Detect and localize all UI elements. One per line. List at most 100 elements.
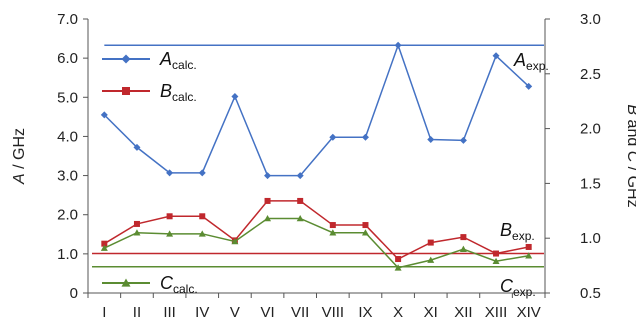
y-right-axis-title: B and C / GHz <box>624 104 636 207</box>
series-c-point <box>459 245 467 252</box>
annotation-sub-a: exp. <box>526 59 549 73</box>
series-a-calc <box>100 41 533 180</box>
x-tick-label: XIII <box>485 304 508 321</box>
series-a-point <box>361 133 369 141</box>
legend-swatch-marker-a <box>121 54 131 64</box>
left-tick-label: 6.0 <box>57 50 78 67</box>
series-a-point <box>492 52 500 60</box>
left-tick-label: 4.0 <box>57 128 78 145</box>
legend-label-sub-a: calc. <box>172 58 197 72</box>
series-c-point <box>133 229 141 236</box>
right-tick-label: 3.0 <box>580 11 601 28</box>
legend-label-sub-b: calc. <box>172 90 197 104</box>
x-tick-label: II <box>133 304 141 321</box>
series-b-point <box>133 220 140 227</box>
series-a-point <box>100 111 108 119</box>
y-right-label-var-1: B <box>624 104 636 115</box>
series-a-point <box>525 82 533 90</box>
series-c-point <box>427 256 435 263</box>
x-tick-label: V <box>230 304 240 321</box>
series-a-point <box>394 41 402 49</box>
legend-swatch-marker-c <box>121 278 131 287</box>
series-a-point <box>459 136 467 144</box>
series-c-point <box>361 229 369 236</box>
series-b-point <box>362 222 369 229</box>
x-tick-label: IX <box>358 304 372 321</box>
series-a-point <box>231 93 239 101</box>
series-b-point <box>493 250 500 257</box>
annotation-c-exp: Cexp. <box>500 276 536 299</box>
left-tick-label: 7.0 <box>57 11 78 28</box>
y-left-axis-title: A / GHz <box>11 128 28 185</box>
legend-label-c: Ccalc. <box>160 273 198 296</box>
right-tick-label: 1.5 <box>580 175 601 192</box>
series-c-point <box>394 264 402 271</box>
series-b-point <box>264 197 271 204</box>
annotation-main-b: B <box>500 220 512 240</box>
y-left-label-var: A <box>11 173 28 185</box>
legend-label-main-b: B <box>160 81 172 101</box>
series-b-line <box>103 200 529 260</box>
x-tick-label: X <box>393 304 403 321</box>
series-b-point <box>101 240 108 247</box>
series-c-point <box>264 214 272 222</box>
annotations: Aexp.Bexp.Cexp. <box>500 50 549 299</box>
legend-label-a: Acalc. <box>159 49 197 72</box>
x-tick-label: IV <box>195 304 209 321</box>
legend-label-main-a: A <box>159 49 172 69</box>
series-b-point <box>525 243 532 250</box>
legend-swatch-marker-b <box>122 87 130 95</box>
annotation-main-a: A <box>513 50 526 70</box>
series-b-point <box>395 256 402 263</box>
y-right-label-var-2: C <box>624 151 636 163</box>
legend-label-main-c: C <box>160 273 174 293</box>
axes: 0 1.0 2.0 3.0 4.0 5.0 6.0 7.0 0.5 1.0 1.5 2.0 2.5 3.0… <box>11 11 636 321</box>
series-a-point <box>427 136 435 144</box>
series-c-point <box>525 252 533 259</box>
annotation-sub-b: exp. <box>512 229 535 243</box>
series-b-point <box>427 239 434 246</box>
x-tick-label: VIII <box>322 304 345 321</box>
series-c-point <box>231 237 239 245</box>
left-tick-label: 2.0 <box>57 207 78 224</box>
legend: Acalc.Bcalc.Ccalc. <box>102 49 198 296</box>
legend-item-a: Acalc. <box>102 49 197 72</box>
series-c-point <box>329 229 337 236</box>
x-tick-label: XI <box>424 304 438 321</box>
series-c-line <box>104 217 529 269</box>
series-c-calc <box>100 214 533 271</box>
x-tick-label: XIV <box>517 304 541 321</box>
right-tick-label: 2.0 <box>580 121 601 138</box>
right-tick-label: 0.5 <box>580 285 601 302</box>
x-tick-label: VI <box>260 304 274 321</box>
series-c-point <box>296 214 304 222</box>
series-b-point <box>460 234 467 241</box>
left-tick-label: 5.0 <box>57 89 78 106</box>
series-a-point <box>166 169 174 177</box>
left-tick-label: 3.0 <box>57 168 78 185</box>
x-tick-label: XII <box>454 304 472 321</box>
series-a-point <box>133 143 141 151</box>
x-tick-label: VII <box>291 304 309 321</box>
legend-item-b: Bcalc. <box>102 81 197 104</box>
series-a-point <box>329 133 337 141</box>
left-tick-label: 1.0 <box>57 246 78 263</box>
legend-label-b: Bcalc. <box>160 81 197 104</box>
series-b-point <box>297 197 304 204</box>
series <box>100 41 533 271</box>
y-right-label-mid: and <box>624 115 636 151</box>
legend-label-sub-c: calc. <box>173 282 198 296</box>
series-b-point <box>199 213 206 220</box>
legend-item-c: Ccalc. <box>102 273 198 296</box>
reference-lines <box>92 44 544 268</box>
series-a-point <box>198 169 206 177</box>
annotation-main-c: C <box>500 276 514 296</box>
series-a-point <box>296 172 304 180</box>
series-c-point <box>166 230 174 237</box>
series-b-calc <box>101 197 532 263</box>
series-c-point <box>492 257 500 265</box>
series-b-point <box>329 222 336 229</box>
annotation-sub-c: exp. <box>513 285 536 299</box>
